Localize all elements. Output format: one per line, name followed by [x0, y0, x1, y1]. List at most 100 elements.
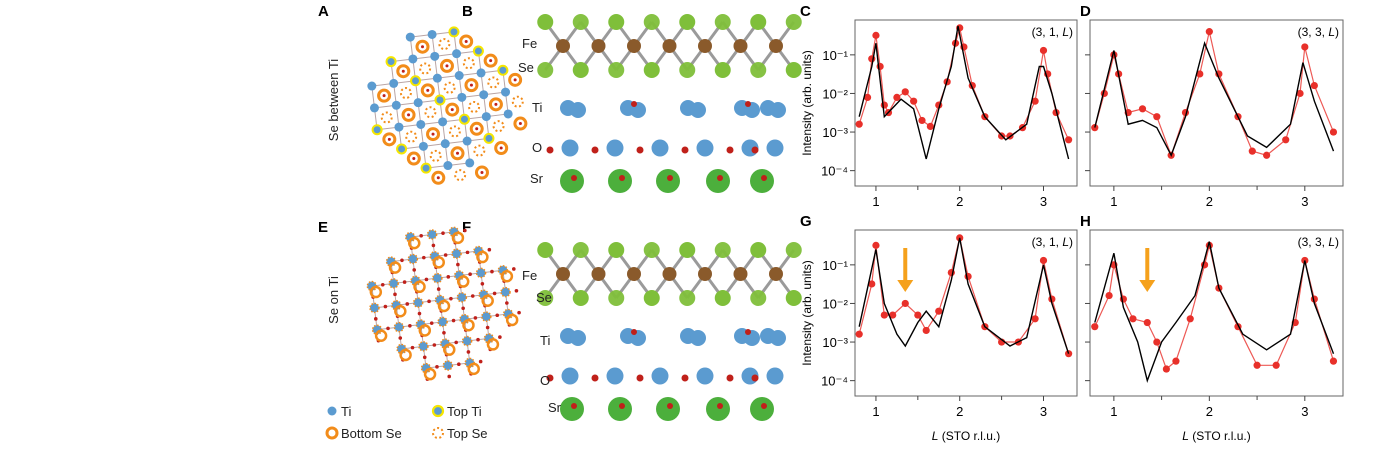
fe-atom	[769, 267, 783, 281]
x-axis-label: L (STO r.l.u.)	[1182, 429, 1250, 443]
top-se-dotted-ring-icon	[432, 427, 444, 439]
top-se-atom	[511, 95, 524, 108]
hkl-variable: L	[1062, 235, 1069, 249]
panel-a-side-label: Se between Ti	[326, 59, 341, 141]
bottom-se-ring-icon	[325, 426, 339, 440]
o-atom	[449, 296, 453, 301]
chart-panel-d: D 1 2 3 (3, 3, L)	[1080, 3, 1344, 209]
top-se-atom	[473, 144, 486, 157]
x-tick-label: 1	[872, 404, 879, 419]
o-atom	[468, 272, 472, 277]
top-se-atom	[487, 76, 500, 89]
o-atom	[386, 326, 390, 331]
bottom-se-atom	[396, 64, 411, 79]
se-atom	[714, 290, 731, 306]
atom-label-se: Se	[536, 290, 552, 305]
o-atom	[470, 294, 475, 298]
data-point	[1205, 28, 1213, 36]
o-atom	[431, 132, 435, 136]
o-atom	[443, 253, 448, 257]
data-point	[1282, 136, 1290, 144]
top-se-atom	[380, 111, 393, 124]
ti-atom	[413, 98, 423, 108]
o-atom	[461, 306, 465, 311]
data-point	[1263, 151, 1271, 159]
ti-atom	[570, 102, 586, 118]
data-point	[926, 122, 934, 131]
o-atom	[398, 336, 403, 340]
top-se-atom	[451, 248, 462, 259]
o-atom	[393, 292, 397, 297]
hkl-label: (3, 3, L)	[1298, 235, 1339, 249]
top-se-atom	[448, 125, 461, 138]
o-atom	[410, 345, 415, 350]
ti-atom	[465, 158, 475, 168]
bottom-se-atom	[382, 132, 397, 147]
se-atom	[679, 290, 696, 306]
top-se-atom	[393, 321, 405, 333]
o-atom	[427, 299, 431, 304]
o-atom	[546, 374, 554, 382]
plot-frame	[854, 229, 1078, 397]
se-atom	[643, 242, 660, 258]
ti-atom	[476, 68, 486, 78]
ti-atom	[462, 136, 472, 146]
y-axis-label: Intensity (arb. units)	[800, 50, 814, 155]
ti-atom	[432, 73, 442, 83]
ti-atom	[413, 298, 423, 308]
data-point	[1310, 81, 1318, 90]
hkl-variable: L	[1328, 25, 1335, 39]
x-tick-label: 2	[956, 194, 963, 209]
ti-atom	[438, 317, 448, 327]
data-point	[1153, 338, 1161, 346]
top-se-atom	[369, 302, 380, 314]
o-atom	[380, 282, 385, 287]
o-atom	[465, 250, 470, 255]
x-tick-label: 3	[1301, 194, 1308, 209]
top-se-atom	[407, 253, 419, 265]
fe-atom	[556, 267, 570, 281]
plot-area	[855, 24, 1073, 160]
se-atom	[785, 242, 802, 258]
legend-label-top-ti: Top Ti	[447, 404, 482, 419]
se-atom	[537, 14, 554, 30]
plot-area	[1091, 28, 1338, 159]
ti-atom	[443, 161, 453, 171]
o-atom	[513, 78, 517, 82]
bottom-se-atom	[413, 280, 426, 294]
y-tick-label: 10⁻⁴	[821, 374, 848, 389]
o-atom	[631, 329, 637, 335]
se-atom	[679, 14, 696, 30]
bottom-se-atom	[408, 236, 421, 250]
top-ti-atom	[385, 56, 397, 68]
o-atom	[464, 39, 468, 43]
ti-atom	[770, 102, 786, 118]
data-point	[1153, 113, 1161, 121]
panel-letter: H	[1080, 213, 1091, 230]
bottom-se-atom	[443, 343, 456, 356]
o-atom	[726, 374, 734, 382]
hkl-variable: L	[1062, 25, 1069, 39]
ti-atom	[389, 278, 399, 288]
panel-e-side-label: Se on Ti	[326, 276, 341, 324]
atom-label-fe: Fe	[522, 268, 537, 283]
plot-frame	[1089, 19, 1344, 187]
ti-atom	[503, 109, 513, 119]
bottom-se-atom	[399, 348, 412, 362]
bottom-se-atom	[451, 231, 465, 245]
bottom-se-atom	[415, 39, 430, 54]
top-se-atom	[405, 130, 418, 143]
sr-atom	[560, 397, 584, 421]
ti-atom	[501, 87, 511, 97]
ti-atom	[367, 81, 377, 91]
top-ti-atom	[472, 45, 484, 57]
bottom-se-atom	[401, 107, 416, 122]
bottom-se-atom	[394, 305, 407, 318]
o-atom	[681, 374, 689, 382]
o-atom	[667, 175, 673, 181]
data-point	[1091, 323, 1099, 331]
o-atom	[424, 277, 429, 282]
data-point	[1143, 318, 1151, 327]
data-point	[1105, 291, 1113, 300]
data-point	[1296, 89, 1304, 98]
